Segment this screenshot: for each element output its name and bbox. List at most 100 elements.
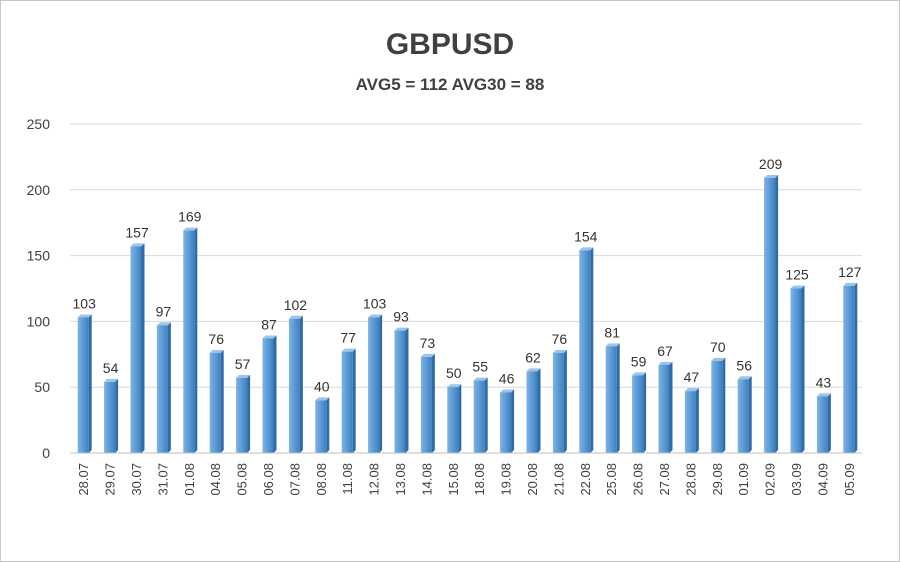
bar-front-face: [447, 387, 459, 453]
x-tick-label: 05.08: [235, 463, 250, 496]
bar-top-face: [183, 227, 198, 231]
data-label: 56: [736, 357, 752, 373]
bar-front-face: [579, 250, 591, 453]
data-label: 54: [103, 360, 119, 376]
bar-side-face: [722, 357, 726, 453]
bar: [737, 376, 752, 453]
bar-top-face: [447, 384, 462, 388]
bar-side-face: [379, 314, 383, 453]
x-tick-label: 27.08: [657, 463, 672, 496]
bar: [394, 327, 409, 453]
x-tick-label: 19.08: [499, 463, 514, 496]
y-axis: 0 50 100 150 200 250: [27, 116, 51, 461]
data-label: 57: [235, 356, 251, 372]
bar-front-face: [77, 317, 89, 453]
bar-front-face: [368, 317, 380, 453]
bar-front-face: [236, 377, 248, 453]
bar: [843, 282, 858, 453]
bar: [658, 361, 673, 453]
data-label: 47: [684, 369, 700, 385]
data-label: 87: [261, 317, 277, 333]
bar-side-face: [247, 374, 251, 453]
bar-side-face: [669, 361, 673, 453]
bar-top-face: [236, 374, 251, 378]
bar-top-face: [764, 174, 779, 178]
bar-top-face: [684, 388, 699, 392]
data-labels: 103 54 157 97 169 76 57 87 102 40 77 103 93 73 50 55 46 6…: [73, 156, 862, 394]
bar-front-face: [552, 352, 564, 453]
bar: [711, 357, 726, 453]
bar: [632, 372, 647, 453]
data-label: 40: [314, 378, 330, 394]
y-tick-label: 150: [27, 248, 51, 264]
bar-top-face: [156, 322, 171, 326]
data-label: 76: [552, 331, 568, 347]
bar-front-face: [156, 325, 168, 453]
data-label: 70: [710, 339, 726, 355]
bar-top-face: [341, 348, 356, 352]
x-tick-label: 26.08: [631, 463, 646, 496]
bar-side-face: [431, 353, 435, 453]
bar-side-face: [326, 397, 330, 453]
bar: [288, 315, 303, 453]
bar-front-face: [183, 230, 195, 453]
bar-top-face: [711, 357, 726, 361]
bar-side-face: [352, 348, 356, 453]
data-label: 93: [393, 309, 409, 325]
bar-top-face: [790, 285, 805, 289]
y-tick-label: 50: [34, 379, 50, 395]
bar: [262, 335, 277, 453]
bar-top-face: [368, 314, 383, 318]
bar-front-face: [104, 381, 116, 453]
bar-side-face: [748, 376, 752, 453]
data-label: 67: [657, 343, 673, 359]
bar: [526, 368, 541, 453]
bar: [77, 314, 92, 453]
bar-top-face: [843, 282, 858, 286]
bar: [552, 349, 567, 453]
bar-front-face: [764, 177, 776, 453]
bar: [816, 393, 831, 453]
bar-front-face: [315, 400, 327, 453]
bar-side-face: [563, 349, 567, 453]
bar-front-face: [209, 352, 221, 453]
x-tick-label: 31.07: [155, 463, 170, 496]
x-tick-label: 08.08: [314, 463, 329, 496]
data-label: 127: [838, 264, 862, 280]
x-axis: 28.07 29.07 30.07 31.07 01.08 04.08 05.08 06.08…: [70, 452, 862, 496]
bar-side-face: [854, 282, 858, 453]
bar-top-face: [77, 314, 92, 318]
bar-side-face: [194, 227, 198, 453]
bar-front-face: [711, 360, 723, 453]
bar-top-face: [658, 361, 673, 365]
bar-front-face: [605, 346, 617, 453]
data-label: 97: [156, 303, 172, 319]
x-tick-label: 07.08: [287, 463, 302, 496]
bar-side-face: [643, 372, 647, 453]
bar: [183, 227, 198, 453]
bar-side-face: [167, 322, 171, 453]
bar-side-face: [616, 343, 620, 453]
x-tick-label: 22.08: [578, 463, 593, 496]
bar-front-face: [288, 318, 300, 453]
bar-side-face: [484, 377, 488, 453]
chart-subtitle: AVG5 = 112 AVG30 = 88: [355, 75, 545, 94]
bar-top-face: [288, 315, 303, 319]
data-label: 43: [816, 374, 832, 390]
bar: [500, 389, 515, 453]
bar: [790, 285, 805, 453]
y-tick-label: 100: [27, 313, 51, 329]
bar: [447, 384, 462, 453]
bars: [77, 174, 858, 453]
bar-top-face: [632, 372, 647, 376]
bar-side-face: [273, 335, 277, 453]
bar-top-face: [315, 397, 330, 401]
y-tick-label: 200: [27, 182, 51, 198]
bar: [209, 349, 224, 453]
bar-side-face: [141, 243, 145, 453]
bar-front-face: [737, 379, 749, 453]
data-label: 125: [785, 267, 809, 283]
bar-front-face: [843, 285, 855, 453]
